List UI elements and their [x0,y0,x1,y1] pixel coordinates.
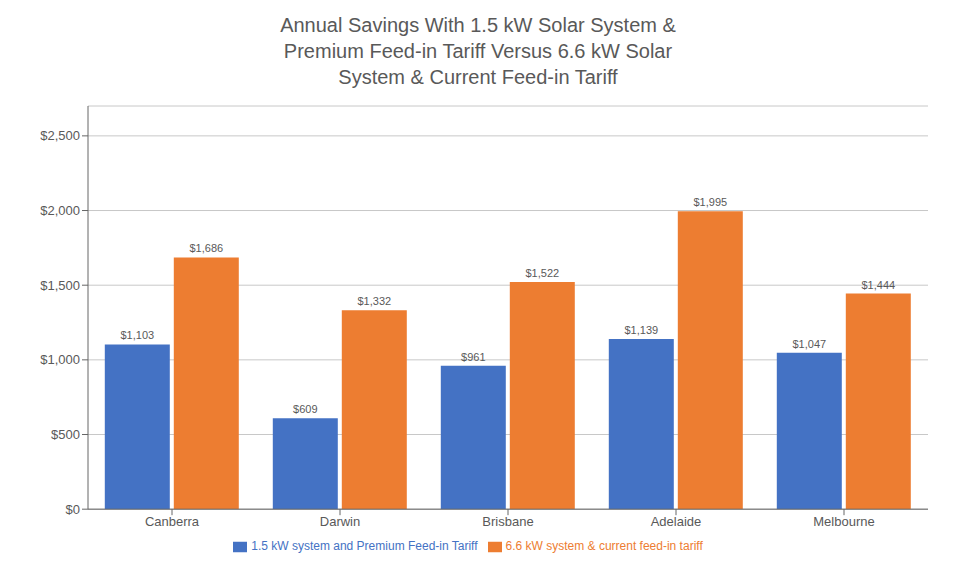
svg-text:$609: $609 [293,403,317,415]
svg-text:$1,686: $1,686 [189,242,223,254]
svg-text:$1,522: $1,522 [525,267,559,279]
svg-text:$1,047: $1,047 [792,338,826,350]
svg-text:Canberra: Canberra [145,514,200,529]
svg-text:Melbourne: Melbourne [813,514,874,529]
svg-text:$2,500: $2,500 [40,128,80,143]
html-text:System & Current Feed-in Tarif: System & Current Feed-in Tariff [338,66,618,88]
svg-text:Brisbane: Brisbane [482,514,533,529]
svg-text:Adelaide: Adelaide [651,514,702,529]
html-text:1.5 kW system and Premium Feed: 1.5 kW system and Premium Feed-in Tariff [251,539,478,554]
svg-text:$1,139: $1,139 [624,324,658,336]
svg-text:$500: $500 [51,427,80,442]
svg-text:Darwin: Darwin [320,514,360,529]
svg-text:$1,103: $1,103 [120,329,154,341]
html-text:Premium Feed-in Tariff Versus: Premium Feed-in Tariff Versus 6.6 kW Sol… [283,40,673,62]
svg-text:$1,995: $1,995 [693,196,727,208]
html-text:Annual Savings With 1.5 kW Sol: Annual Savings With 1.5 kW Solar System … [280,14,676,36]
svg-text:$1,332: $1,332 [357,295,391,307]
svg-text:$1,444: $1,444 [861,279,895,291]
svg-text:$961: $961 [461,351,485,363]
html-text:6.6 kW system & current feed-i: 6.6 kW system & current feed-in tariff [505,539,703,554]
svg-text:$1,000: $1,000 [40,352,80,367]
svg-text:$0: $0 [66,502,80,517]
svg-text:$1,500: $1,500 [40,278,80,293]
svg-text:$2,000: $2,000 [40,203,80,218]
